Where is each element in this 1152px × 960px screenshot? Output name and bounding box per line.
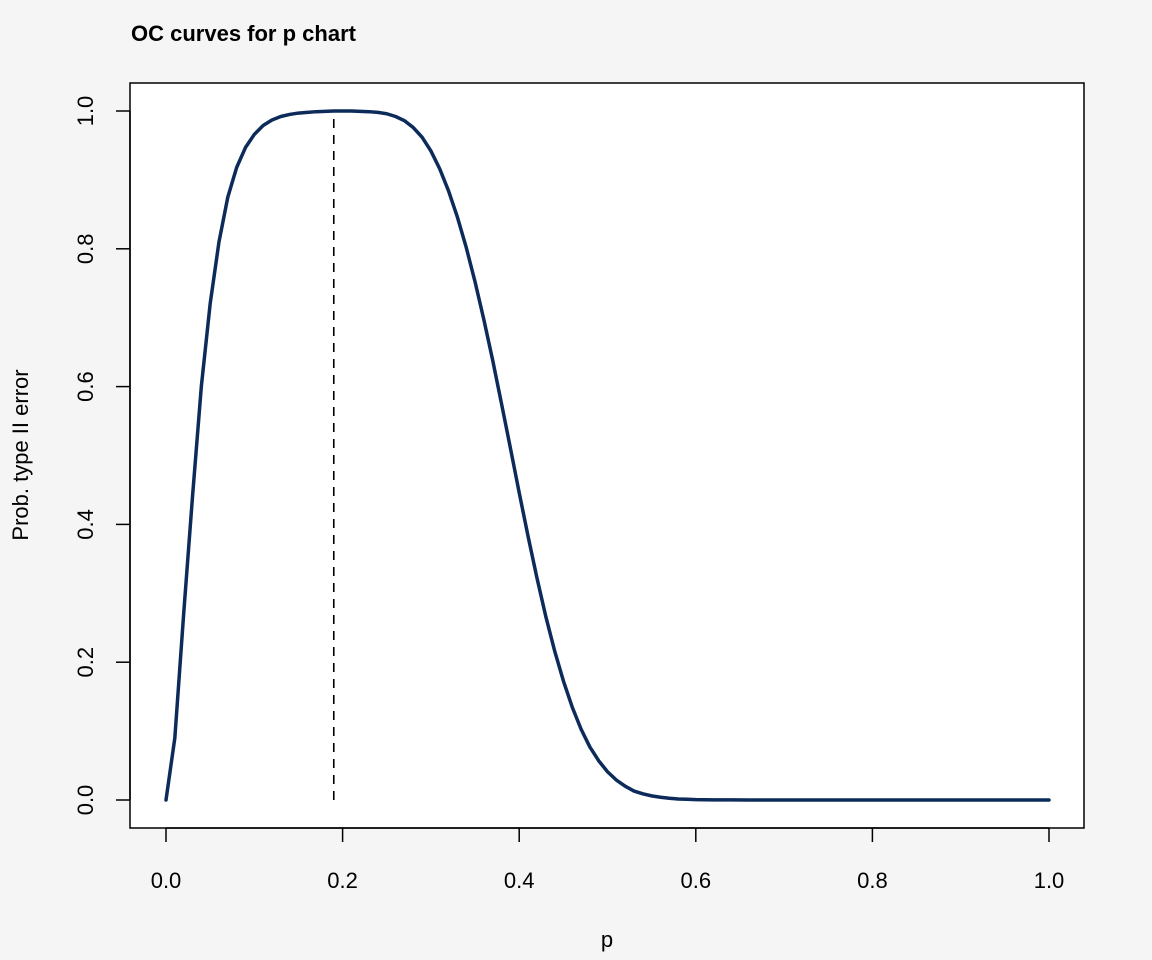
y-axis-label: Prob. type II error — [8, 369, 33, 540]
y-axis: 0.0 0.2 0.4 0.6 0.8 1.0 — [73, 96, 131, 816]
series-line-0 — [164, 109, 1051, 802]
x-tick-label: 0.0 — [151, 868, 182, 893]
plot-area — [130, 83, 1084, 828]
x-tick-label: 0.4 — [504, 868, 535, 893]
x-tick-label: 0.8 — [857, 868, 888, 893]
y-tick-label: 0.6 — [73, 371, 98, 402]
series-layer — [164, 109, 1051, 802]
x-axis-label: p — [601, 927, 613, 952]
y-tick-label: 0.4 — [73, 509, 98, 540]
x-tick-label: 0.2 — [327, 868, 358, 893]
y-tick-label: 0.2 — [73, 647, 98, 678]
chart-title: OC curves for p chart — [131, 21, 357, 46]
x-axis: 0.0 0.2 0.4 0.6 0.8 1.0 — [151, 827, 1065, 893]
x-tick-label: 1.0 — [1034, 868, 1065, 893]
y-tick-label: 1.0 — [73, 96, 98, 127]
y-tick-label: 0.8 — [73, 234, 98, 265]
y-tick-label: 0.0 — [73, 785, 98, 816]
x-tick-label: 0.6 — [681, 868, 712, 893]
